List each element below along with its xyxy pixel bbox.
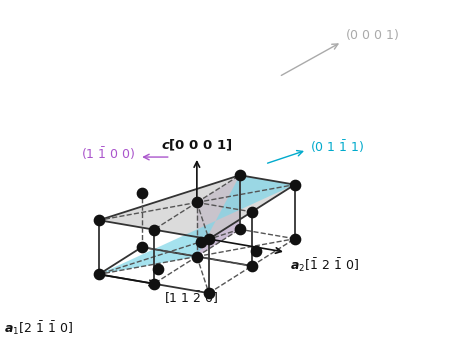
Point [197, 239, 205, 245]
Point [138, 190, 146, 196]
Point [205, 290, 213, 296]
Text: $[1\ 1\ \bar{2}\ 0]$: $[1\ 1\ \bar{2}\ 0]$ [164, 290, 219, 306]
Point [291, 182, 299, 187]
Point [248, 209, 255, 215]
Text: $\boldsymbol{c}$[0 0 0 1]: $\boldsymbol{c}$[0 0 0 1] [161, 138, 233, 153]
Text: $\boldsymbol{a}_1[2\ \bar{1}\ \bar{1}\ 0]$: $\boldsymbol{a}_1[2\ \bar{1}\ \bar{1}\ 0… [4, 319, 73, 337]
Polygon shape [99, 175, 295, 274]
Point [95, 217, 103, 223]
Point [236, 227, 244, 232]
Point [236, 172, 244, 178]
Point [291, 236, 299, 242]
Polygon shape [197, 175, 240, 257]
Point [205, 236, 213, 242]
Point [252, 248, 260, 254]
Text: $(1\ \bar{1}\ 0\ 0)$: $(1\ \bar{1}\ 0\ 0)$ [81, 145, 136, 162]
Point [138, 244, 146, 250]
Point [248, 263, 255, 269]
Text: $(0\ 0\ 0\ 1)$: $(0\ 0\ 0\ 1)$ [345, 28, 400, 42]
Polygon shape [99, 175, 295, 239]
Point [95, 272, 103, 277]
Point [150, 227, 158, 232]
Point [154, 266, 162, 272]
Point [150, 281, 158, 287]
Text: $\boldsymbol{a}_2[\bar{1}\ 2\ \bar{1}\ 0]$: $\boldsymbol{a}_2[\bar{1}\ 2\ \bar{1}\ 0… [290, 257, 359, 274]
Text: $(0\ 1\ \bar{1}\ 1)$: $(0\ 1\ \bar{1}\ 1)$ [310, 138, 365, 155]
Point [193, 254, 201, 259]
Point [193, 200, 201, 205]
